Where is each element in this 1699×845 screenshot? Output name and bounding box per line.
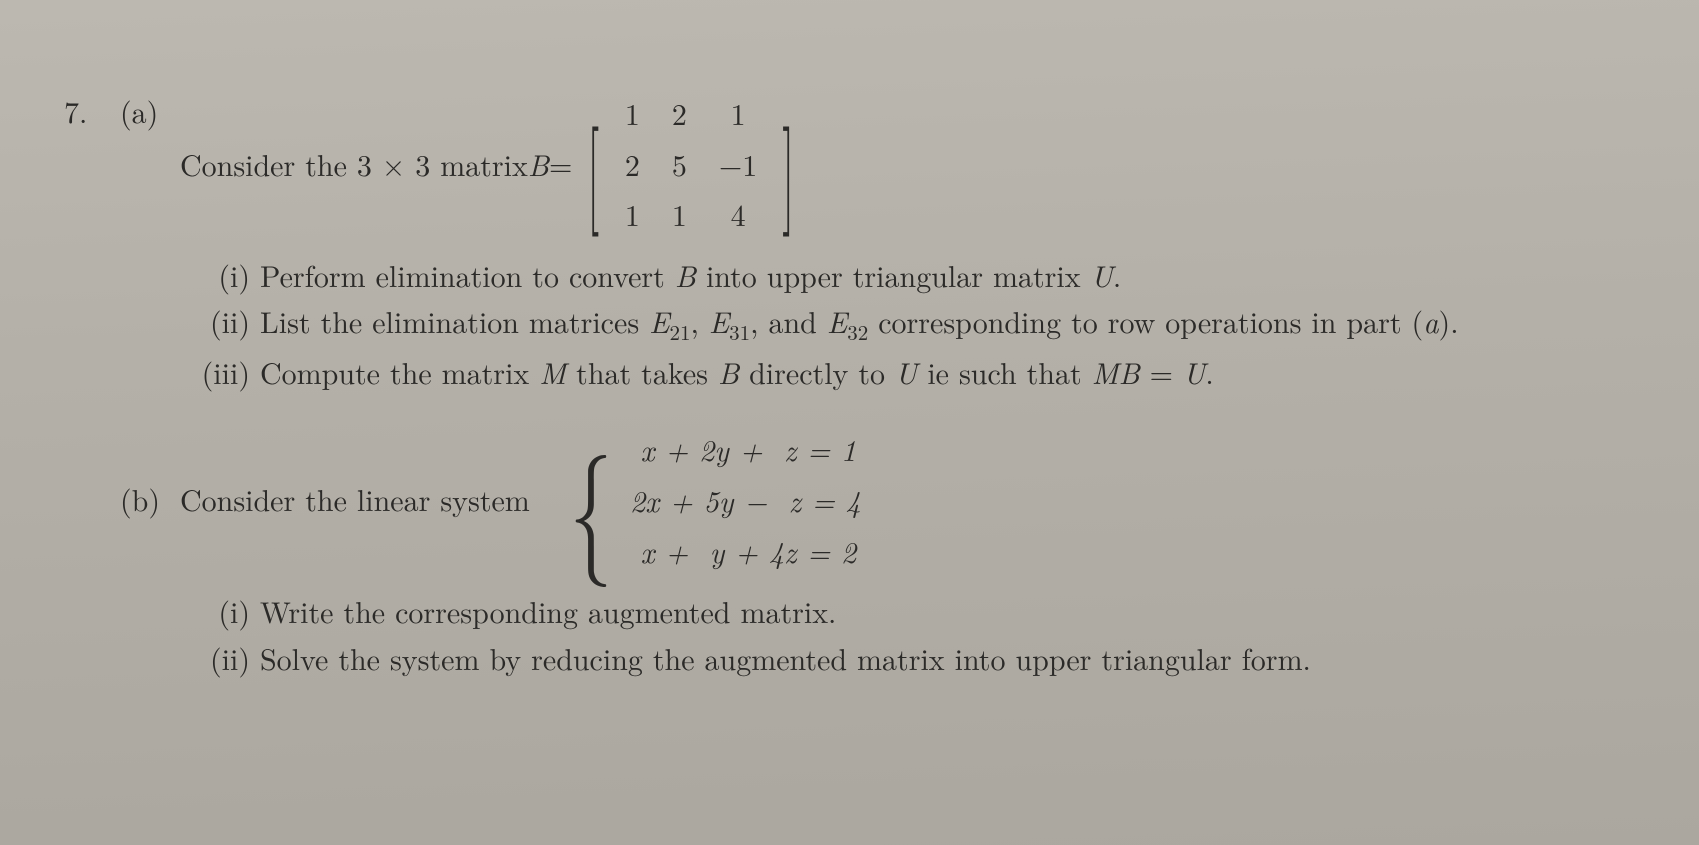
var-E: E	[649, 299, 669, 342]
subscript-31: 31	[729, 317, 750, 347]
matrix-cell: 4	[703, 189, 773, 240]
matrix-cell: 2	[609, 139, 656, 190]
text: Perform elimination to convert	[260, 253, 675, 296]
part-b-item-ii: (ii) Solve the system by reducing the au…	[180, 635, 1659, 682]
text: that takes	[566, 350, 718, 393]
part-b-intro-text: Consider the linear system	[180, 476, 530, 523]
part-b-item-i: (i) Write the corresponding augmented ma…	[180, 588, 1659, 635]
part-a-intro: Consider the 3 × 3 matrix B = [ 1 2 1 2 …	[180, 88, 1659, 240]
page: 7. (a) Consider the 3 × 3 matrix B = [ 1…	[0, 0, 1699, 845]
var-U: U	[895, 350, 917, 393]
subscript-21: 21	[669, 317, 690, 347]
part-a-row: 7. (a) Consider the 3 × 3 matrix B = [ 1…	[64, 88, 1659, 240]
linear-system: { x + 2y + z = 1 2x + 5y − z = 4 x + y +…	[558, 423, 861, 576]
text: directly to	[739, 350, 895, 393]
matrix-left-bracket: [	[587, 117, 599, 211]
text: .	[1205, 350, 1213, 393]
text: List the elimination matrices	[260, 299, 649, 342]
problem-number: 7.	[64, 88, 120, 135]
var-M: M	[1092, 350, 1119, 393]
part-a-item-iii: (iii) Compute the matrix M that takes B …	[180, 349, 1659, 396]
equation-row: x + 2y + z = 1	[630, 423, 861, 474]
matrix-B: [ 1 2 1 2 5 −1 1 1 4	[578, 88, 804, 240]
var-M: M	[539, 350, 566, 393]
matrix-cell: 1	[656, 189, 703, 240]
matrix-row: 1 1 4	[609, 189, 773, 240]
var-B: B	[718, 350, 739, 393]
part-b-intro: Consider the linear system { x + 2y + z …	[180, 423, 1659, 576]
part-a-intro-text: Consider the 3 × 3 matrix	[180, 141, 528, 188]
subpart-text: Write the corresponding augmented matrix…	[260, 588, 1659, 635]
part-b-row: (b) Consider the linear system { x + 2y …	[64, 423, 1659, 576]
var-B: B	[675, 253, 696, 296]
matrix-cell: 2	[656, 88, 703, 139]
part-a-item-i: (i) Perform elimination to convert B int…	[180, 252, 1659, 299]
var-B: B	[1119, 350, 1140, 393]
matrix-cell: 1	[703, 88, 773, 139]
subpart-label: (ii)	[180, 298, 260, 345]
text: .	[1113, 253, 1121, 296]
text: Compute the matrix	[260, 350, 539, 393]
matrix-row: 1 2 1	[609, 88, 773, 139]
subpart-text: List the elimination matrices E21, E31, …	[260, 298, 1659, 349]
part-a-label: (a)	[120, 88, 180, 135]
subpart-label: (iii)	[180, 349, 260, 396]
var-E: E	[709, 299, 729, 342]
text: ).	[1439, 299, 1459, 342]
subpart-label: (ii)	[180, 635, 260, 682]
text: into upper triangular matrix	[696, 253, 1091, 296]
subpart-label: (i)	[180, 588, 260, 635]
system-rows: x + 2y + z = 1 2x + 5y − z = 4 x + y + 4…	[630, 423, 861, 576]
subpart-label: (i)	[180, 252, 260, 299]
text: ,	[690, 299, 708, 342]
matrix-cell: 1	[609, 189, 656, 240]
text: =	[1140, 350, 1183, 393]
subscript-32: 32	[847, 317, 868, 347]
subpart-text: Solve the system by reducing the augment…	[260, 635, 1659, 682]
part-b-label: (b)	[120, 476, 180, 523]
matrix-cell: 1	[609, 88, 656, 139]
text: corresponding to row operations in part …	[868, 299, 1423, 342]
matrix-row: 2 5 −1	[609, 139, 773, 190]
left-brace: {	[569, 447, 612, 553]
matrix-right-bracket: ]	[782, 117, 794, 211]
var-U: U	[1183, 350, 1205, 393]
equals-sign: =	[549, 141, 572, 188]
subpart-text: Perform elimination to convert B into up…	[260, 252, 1659, 299]
matrix-variable-B: B	[528, 141, 549, 188]
text: , and	[750, 299, 827, 342]
part-a-item-ii: (ii) List the elimination matrices E21, …	[180, 298, 1659, 349]
matrix-B-table: 1 2 1 2 5 −1 1 1 4	[609, 88, 773, 240]
text: ie such that	[917, 350, 1091, 393]
equation-row: 2x + 5y − z = 4	[630, 474, 861, 525]
var-E: E	[827, 299, 847, 342]
equation-row: x + y + 4z = 2	[630, 525, 861, 576]
subpart-text: Compute the matrix M that takes B direct…	[260, 349, 1659, 396]
matrix-cell: 5	[656, 139, 703, 190]
var-U: U	[1091, 253, 1113, 296]
var-a: a	[1423, 299, 1438, 342]
matrix-cell: −1	[703, 139, 773, 190]
